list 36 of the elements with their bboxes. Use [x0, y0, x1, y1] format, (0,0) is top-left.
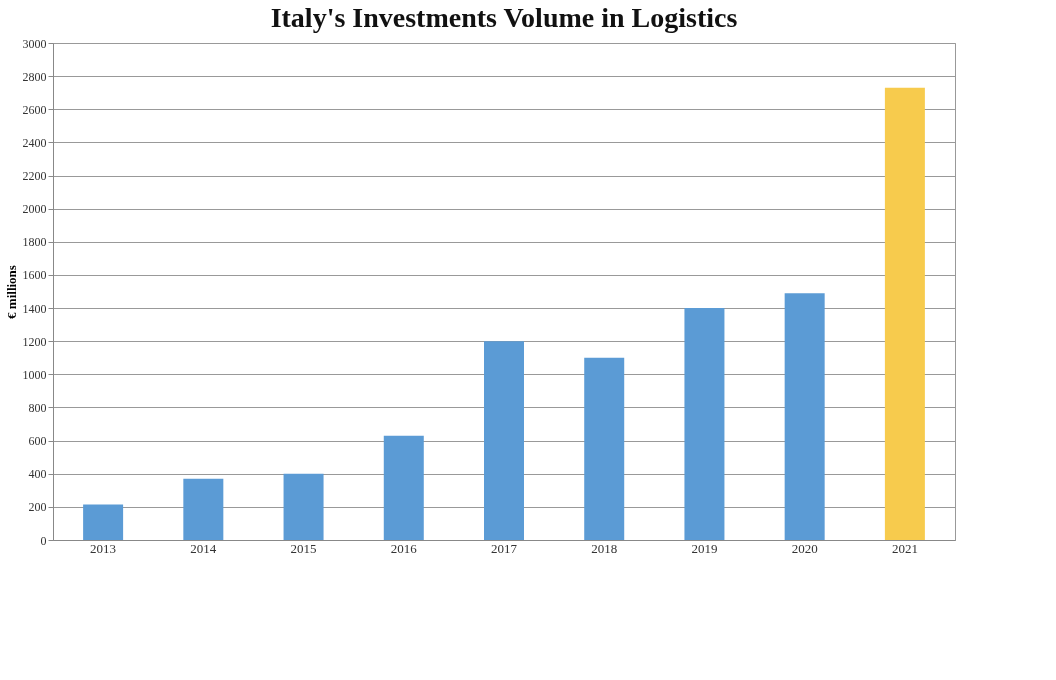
y-tick-label: 1400: [22, 301, 47, 316]
y-tick-label: 800: [28, 400, 47, 415]
y-tick-label: 1800: [22, 235, 47, 250]
bar: [684, 308, 725, 540]
bar: [584, 357, 625, 540]
x-tick-label: 2021: [891, 540, 918, 556]
x-tick-label: 2016: [390, 540, 418, 556]
y-tick-label: 200: [28, 500, 47, 515]
bar: [283, 473, 324, 540]
x-tick-label: 2014: [190, 540, 217, 556]
y-tick-label: 1200: [22, 334, 47, 349]
x-tick-label: 2015: [290, 540, 317, 556]
y-tick-label: 2200: [22, 169, 47, 184]
y-tick-label: 2600: [22, 102, 47, 117]
y-axis-title: € millions: [3, 265, 19, 319]
y-tick-label: 2000: [22, 202, 47, 217]
x-tick-label: 2018: [591, 540, 618, 556]
x-tick-label: 2019: [691, 540, 718, 556]
y-tick-label: 1600: [22, 268, 47, 283]
bar: [383, 435, 424, 540]
y-tick-label: 3000: [22, 36, 47, 51]
y-tick-label: 0: [40, 533, 47, 548]
bar: [83, 504, 124, 540]
y-tick-label: 2400: [22, 135, 47, 150]
bar: [884, 87, 925, 540]
x-tick-label: 2013: [90, 540, 117, 556]
x-tick-label: 2017: [491, 540, 518, 556]
y-tick-label: 600: [28, 434, 47, 449]
bar: [484, 341, 524, 540]
y-tick-label: 400: [28, 467, 47, 482]
y-tick-label: 2800: [22, 69, 47, 84]
bar: [183, 478, 224, 540]
y-tick-label: 1000: [22, 367, 47, 382]
bar: [784, 293, 825, 540]
chart-title: Italy's Investments Volume in Logistics: [270, 2, 738, 33]
x-tick-label: 2020: [791, 540, 818, 556]
